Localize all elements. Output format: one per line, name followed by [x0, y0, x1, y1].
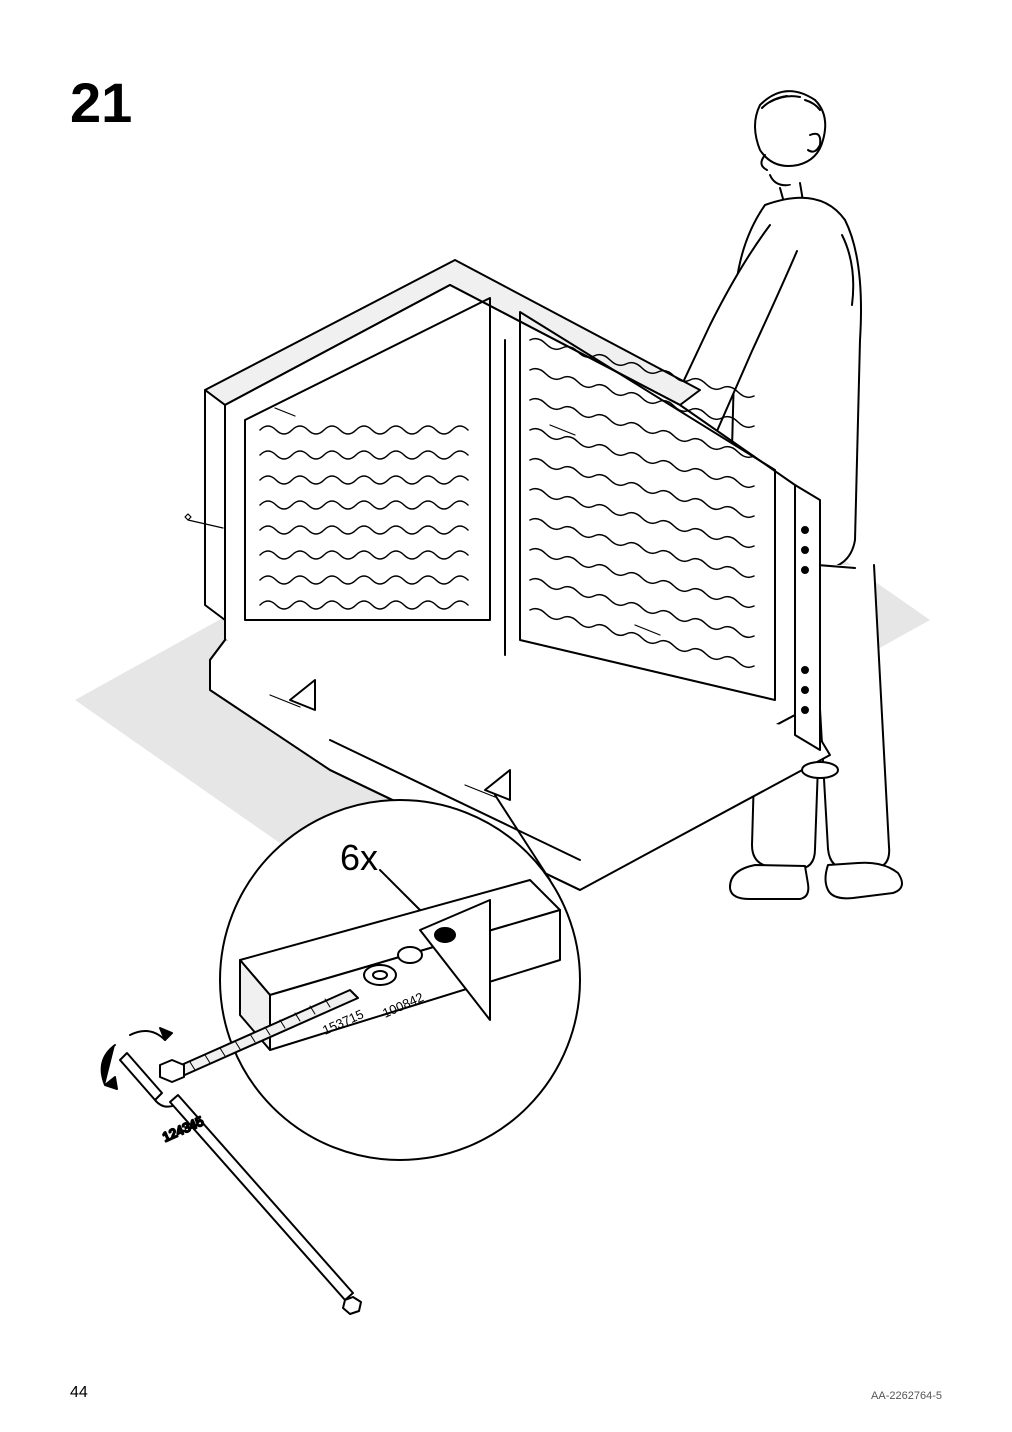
document-id: AA-2262764-5 [871, 1390, 942, 1402]
assembly-diagram: 153715 100842 6x 124345 [60, 60, 952, 1320]
page-number: 44 [70, 1384, 88, 1402]
quantity-label: 6x [340, 837, 378, 878]
